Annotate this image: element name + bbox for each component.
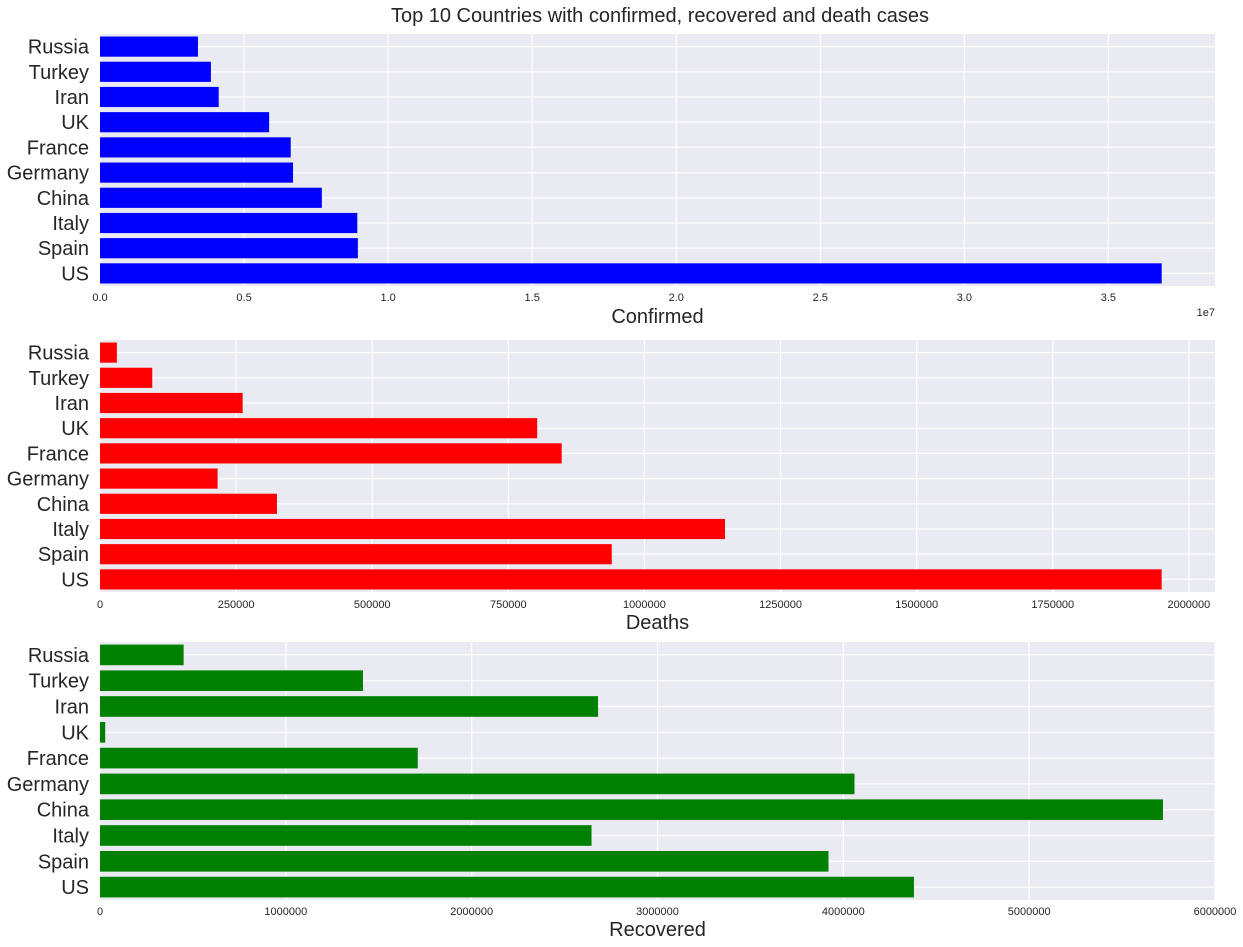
deaths-ytick-label: Spain xyxy=(38,544,89,566)
deaths-bar-russia xyxy=(100,342,117,363)
deaths-bar-uk xyxy=(100,418,538,439)
recovered-bar-turkey xyxy=(100,670,363,692)
confirmed-ytick-label: UK xyxy=(61,112,89,134)
confirmed-bar-iran xyxy=(100,86,219,108)
confirmed-bar-us xyxy=(100,263,1162,284)
confirmed-xtick-label: 0.5 xyxy=(236,292,251,304)
recovered-bar-iran xyxy=(100,696,599,717)
recovered-panel: US Spain Italy China Germany France UK Iran Turk… xyxy=(7,642,1237,941)
confirmed-xtick-label: 0.0 xyxy=(92,292,107,304)
deaths-ytick-label: Germany xyxy=(7,469,89,491)
confirmed-bar-uk xyxy=(100,112,270,133)
confirmed-bar-italy xyxy=(100,212,358,234)
confirmed-ytick-label: Iran xyxy=(55,87,89,109)
confirmed-bar-spain xyxy=(100,238,358,259)
deaths-xtick-label: 1000000 xyxy=(623,599,666,611)
recovered-xtick-label: 1000000 xyxy=(264,906,307,918)
deaths-panel: US Spain Italy China Germany France UK Iran Turk… xyxy=(7,340,1215,634)
deaths-ytick-label: UK xyxy=(61,418,89,440)
recovered-xtick-label: 2000000 xyxy=(450,906,493,918)
deaths-ytick-label: Iran xyxy=(55,393,89,415)
confirmed-ytick-label: Germany xyxy=(7,163,89,185)
confirmed-offset-text: 1e7 xyxy=(1197,307,1215,319)
confirmed-ytick-label: Italy xyxy=(52,213,89,235)
confirmed-xtick-label: 1.0 xyxy=(380,292,395,304)
deaths-bar-china xyxy=(100,493,277,514)
deaths-bar-iran xyxy=(100,392,243,414)
confirmed-ytick-label: Spain xyxy=(38,238,89,260)
confirmed-ytick-label: Turkey xyxy=(29,62,89,84)
deaths-ytick-label: Italy xyxy=(52,519,89,541)
deaths-bar-us xyxy=(100,569,1162,590)
recovered-ytick-label: Turkey xyxy=(29,671,89,693)
deaths-ytick-label: US xyxy=(61,569,89,591)
deaths-bar-italy xyxy=(100,518,726,540)
confirmed-bar-germany xyxy=(100,162,294,183)
recovered-xtick-label: 6000000 xyxy=(1194,906,1237,918)
deaths-xtick-label: 500000 xyxy=(354,599,391,611)
recovered-xlabel: Recovered xyxy=(609,919,706,941)
confirmed-ytick-label: US xyxy=(61,263,89,285)
confirmed-xtick-label: 2.5 xyxy=(813,292,828,304)
deaths-bar-germany xyxy=(100,468,218,489)
recovered-ytick-label: Spain xyxy=(38,851,89,873)
recovered-xtick-label: 3000000 xyxy=(636,906,679,918)
confirmed-xtick-label: 2.0 xyxy=(669,292,684,304)
recovered-bar-france xyxy=(100,747,418,769)
deaths-xtick-label: 1250000 xyxy=(759,599,802,611)
deaths-xtick-label: 2000000 xyxy=(1167,599,1210,611)
recovered-bar-spain xyxy=(100,850,829,872)
recovered-xtick-label: 5000000 xyxy=(1008,906,1051,918)
deaths-bar-spain xyxy=(100,544,612,565)
recovered-ytick-label: Germany xyxy=(7,774,89,796)
deaths-xtick-label: 750000 xyxy=(490,599,527,611)
recovered-bar-china xyxy=(100,799,1163,821)
deaths-xtick-label: 1500000 xyxy=(895,599,938,611)
recovered-xtick-label: 0 xyxy=(97,906,103,918)
confirmed-xtick-label: 3.0 xyxy=(957,292,972,304)
confirmed-xtick-label: 1.5 xyxy=(525,292,540,304)
deaths-ytick-label: France xyxy=(27,443,89,465)
deaths-xtick-label: 250000 xyxy=(218,599,255,611)
confirmed-ytick-label: Russia xyxy=(28,37,90,59)
recovered-bar-us xyxy=(100,876,914,898)
deaths-bar-france xyxy=(100,443,562,464)
confirmed-panel: US Spain Italy China Germany France UK Iran Turk… xyxy=(7,34,1215,328)
recovered-ytick-label: Iran xyxy=(55,697,89,719)
recovered-ytick-label: UK xyxy=(61,722,89,744)
recovered-ytick-label: US xyxy=(61,877,89,899)
confirmed-xtick-label: 3.5 xyxy=(1101,292,1116,304)
deaths-ytick-label: Turkey xyxy=(29,368,89,390)
confirmed-bar-china xyxy=(100,187,322,208)
confirmed-ytick-label: France xyxy=(27,137,89,159)
recovered-bar-uk xyxy=(100,721,106,743)
recovered-bar-germany xyxy=(100,773,855,795)
deaths-xtick-label: 1750000 xyxy=(1031,599,1074,611)
deaths-ytick-label: Russia xyxy=(28,343,90,365)
deaths-xlabel: Deaths xyxy=(626,612,689,634)
recovered-ytick-label: Italy xyxy=(52,826,89,848)
deaths-ytick-label: China xyxy=(37,494,90,516)
confirmed-bar-russia xyxy=(100,36,198,57)
recovered-ytick-label: China xyxy=(37,800,90,822)
confirmed-xlabel: Confirmed xyxy=(611,306,703,328)
recovered-ytick-label: France xyxy=(27,748,89,770)
recovered-bar-italy xyxy=(100,825,592,846)
recovered-bar-russia xyxy=(100,644,184,666)
chart-title: Top 10 Countries with confirmed, recover… xyxy=(391,5,929,27)
recovered-ytick-label: Russia xyxy=(28,645,90,667)
deaths-bar-turkey xyxy=(100,367,153,388)
recovered-xtick-label: 4000000 xyxy=(822,906,865,918)
confirmed-bar-turkey xyxy=(100,61,211,82)
confirmed-bar-france xyxy=(100,137,291,158)
deaths-xtick-label: 0 xyxy=(97,599,103,611)
confirmed-ytick-label: China xyxy=(37,188,90,210)
